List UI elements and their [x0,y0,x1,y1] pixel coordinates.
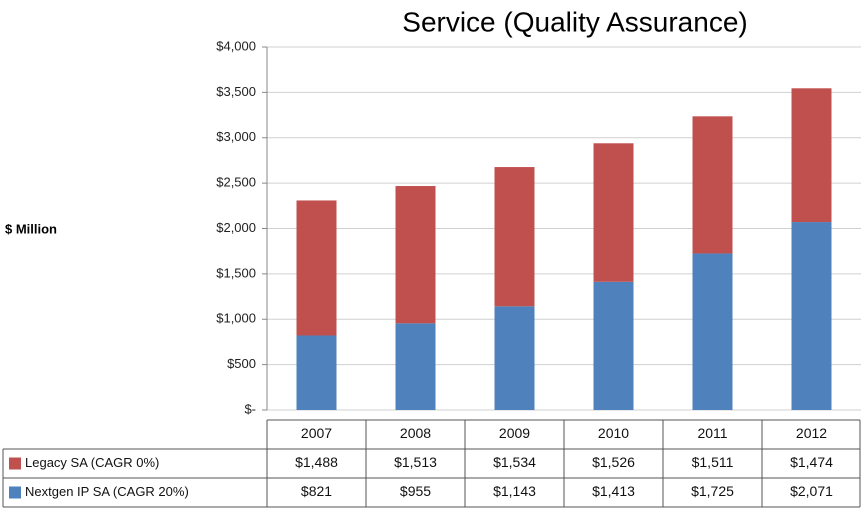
bar-segment [395,323,436,410]
data-label: $1,143 [493,483,536,499]
x-tick-label: 2011 [697,425,727,441]
bar-segment [593,281,634,410]
y-tick-label: $3,500 [216,84,256,99]
bar-segment [791,88,832,223]
bar-segment [296,335,337,410]
legend-label: Legacy SA (CAGR 0%) [25,455,159,470]
legend-swatch [9,457,21,470]
y-axis-label: $ Million [5,221,57,236]
bar-segment [791,222,832,410]
data-label: $1,511 [692,454,734,470]
data-label: $2,071 [790,483,833,499]
x-tick-label: 2010 [598,425,629,441]
data-label: $1,488 [295,454,338,470]
data-label: $1,725 [691,483,734,499]
x-tick-label: 2007 [301,425,332,441]
data-label: $821 [301,483,332,499]
y-tick-label: $500 [227,356,256,371]
y-tick-label: $2,000 [216,220,256,235]
bar-segment [593,143,634,282]
x-tick-label: 2012 [796,425,827,441]
y-tick-label: $- [244,401,256,416]
bar-segment [692,116,733,254]
data-label: $1,474 [790,454,833,470]
chart-title: Service (Quality Assurance) [402,6,747,37]
y-tick-label: $1,500 [216,265,256,280]
data-label: $1,513 [394,454,437,470]
data-label: $1,413 [592,483,635,499]
bar-segment [296,200,337,336]
data-label: $1,534 [493,454,536,470]
bar-segment [692,253,733,410]
bar-segment [494,306,535,410]
legend-label: Nextgen IP SA (CAGR 20%) [25,484,189,499]
x-tick-label: 2009 [499,425,530,441]
bar-segment [395,186,436,324]
data-label: $1,526 [592,454,635,470]
bar-segment [494,167,535,307]
data-label: $955 [400,483,431,499]
x-tick-label: 2008 [400,425,431,441]
y-tick-label: $1,000 [216,311,256,326]
y-tick-label: $2,500 [216,175,256,190]
legend-swatch [9,486,21,499]
y-tick-label: $4,000 [216,38,256,53]
y-tick-label: $3,000 [216,129,256,144]
